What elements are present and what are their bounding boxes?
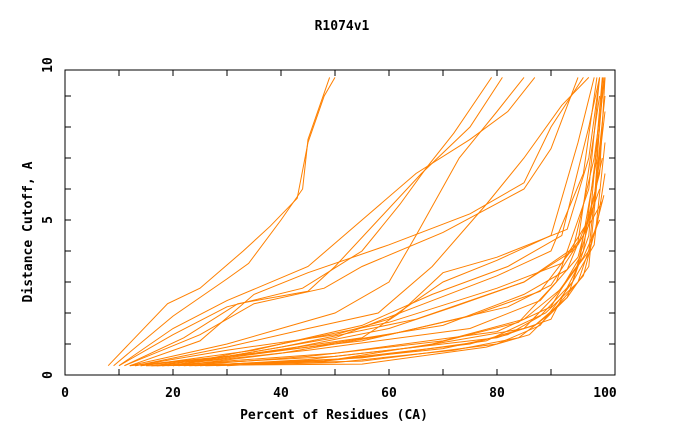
series-line-4 — [124, 77, 503, 367]
series-line-1 — [113, 77, 331, 367]
x-tick-label: 0 — [61, 386, 69, 401]
y-tick-label: 5 — [41, 216, 56, 224]
series-line-7 — [129, 77, 525, 367]
series-line-0 — [107, 77, 336, 367]
series-line-25 — [216, 142, 606, 367]
x-axis-label: Percent of Residues (CA) — [240, 408, 428, 423]
series-line-13 — [156, 77, 605, 367]
series-lines — [107, 77, 606, 367]
x-tick-label: 20 — [165, 386, 181, 401]
y-tick-label: 10 — [41, 57, 56, 73]
series-line-11 — [145, 77, 603, 367]
series-line-19 — [178, 188, 601, 367]
series-line-15 — [162, 77, 606, 367]
series-line-28 — [140, 77, 601, 367]
series-line-16 — [167, 111, 606, 367]
chart-title: R1074v1 — [315, 19, 370, 34]
series-line-20 — [183, 95, 606, 367]
y-tick-label: 0 — [41, 371, 56, 379]
axis-ticks: 0 20 40 60 80 100 0 5 10 — [41, 57, 617, 401]
x-tick-label: 40 — [273, 386, 289, 401]
plot-frame — [64, 69, 616, 376]
series-line-9 — [135, 77, 595, 367]
series-line-23 — [199, 219, 601, 367]
series-line-24 — [205, 195, 605, 367]
series-line-3 — [118, 77, 493, 367]
x-tick-label: 80 — [489, 386, 505, 401]
series-line-2 — [118, 77, 536, 367]
series-line-21 — [189, 126, 603, 367]
series-line-5 — [124, 77, 579, 367]
series-line-10 — [140, 77, 601, 367]
series-line-27 — [129, 77, 598, 367]
series-line-30 — [156, 95, 601, 367]
x-tick-label: 60 — [381, 386, 397, 401]
series-line-26 — [226, 77, 601, 367]
series-line-29 — [151, 77, 606, 367]
y-axis-label: Distance Cutoff, A — [21, 161, 36, 302]
series-line-8 — [135, 77, 590, 367]
x-tick-label: 100 — [593, 386, 617, 401]
series-line-6 — [129, 77, 584, 367]
